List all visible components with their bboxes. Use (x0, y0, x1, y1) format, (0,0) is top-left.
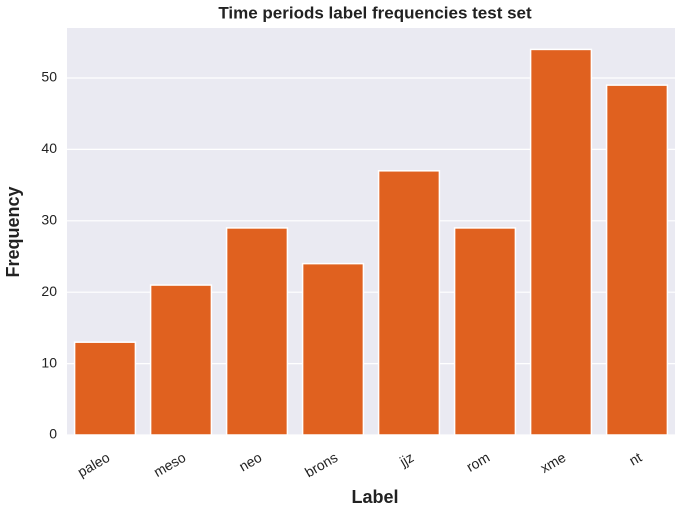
x-tick-label: jjz (396, 449, 416, 470)
y-tick-label: 10 (41, 354, 57, 370)
bar (225, 227, 289, 436)
bar (377, 170, 441, 436)
x-tick-label: rom (463, 449, 492, 475)
x-tick-label: xme (537, 449, 568, 476)
x-tick-label: nt (626, 449, 644, 469)
bar (149, 284, 213, 436)
bar (529, 48, 593, 436)
y-tick-label: 50 (41, 69, 57, 85)
y-tick-label: 0 (49, 426, 57, 442)
bar (605, 84, 669, 436)
bar (453, 227, 517, 436)
x-tick-label: meso (151, 449, 189, 480)
x-tick-label: paleo (75, 449, 113, 480)
bar (301, 262, 365, 436)
x-axis-title: Label (351, 487, 398, 507)
y-tick-label: 40 (41, 140, 57, 156)
chart-title: Time periods label frequencies test set (218, 3, 532, 22)
y-tick-label: 20 (41, 283, 57, 299)
y-tick-label: 30 (41, 211, 57, 227)
bar (73, 341, 137, 436)
x-tick-label: brons (302, 449, 340, 480)
x-tick-label: neo (236, 449, 264, 475)
y-axis-title: Frequency (3, 186, 23, 277)
